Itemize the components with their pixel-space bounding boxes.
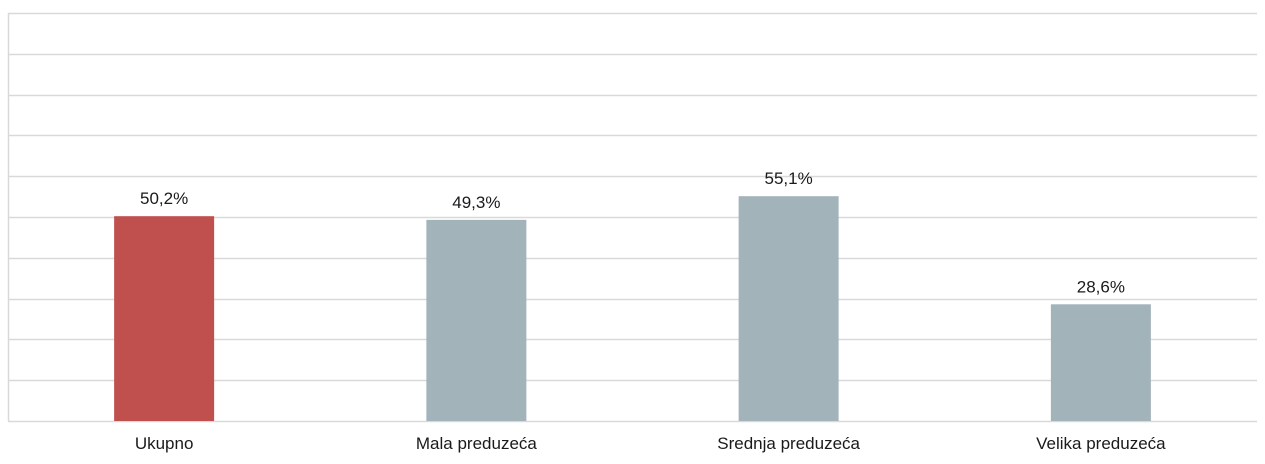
data-label: 28,6% — [1077, 277, 1125, 296]
category-label: Srednja preduzeća — [717, 434, 860, 453]
bar-3 — [1050, 304, 1151, 421]
bar-2 — [738, 196, 839, 421]
category-labels: Ukupno Mala preduzeća Srednja preduzeća Vel… — [135, 434, 1166, 453]
category-label: Velika preduzeća — [1036, 434, 1166, 453]
data-label: 55,1% — [765, 169, 813, 188]
data-labels: 50,2% 49,3% 55,1% 28,6% — [140, 169, 1125, 296]
gridlines — [7, 12, 1257, 423]
bar-0 — [114, 216, 215, 421]
data-label: 49,3% — [452, 193, 500, 212]
bars — [114, 196, 1151, 421]
category-label: Ukupno — [135, 434, 194, 453]
bar-1 — [426, 219, 527, 421]
category-label: Mala preduzeća — [416, 434, 538, 453]
data-label: 50,2% — [140, 189, 188, 208]
